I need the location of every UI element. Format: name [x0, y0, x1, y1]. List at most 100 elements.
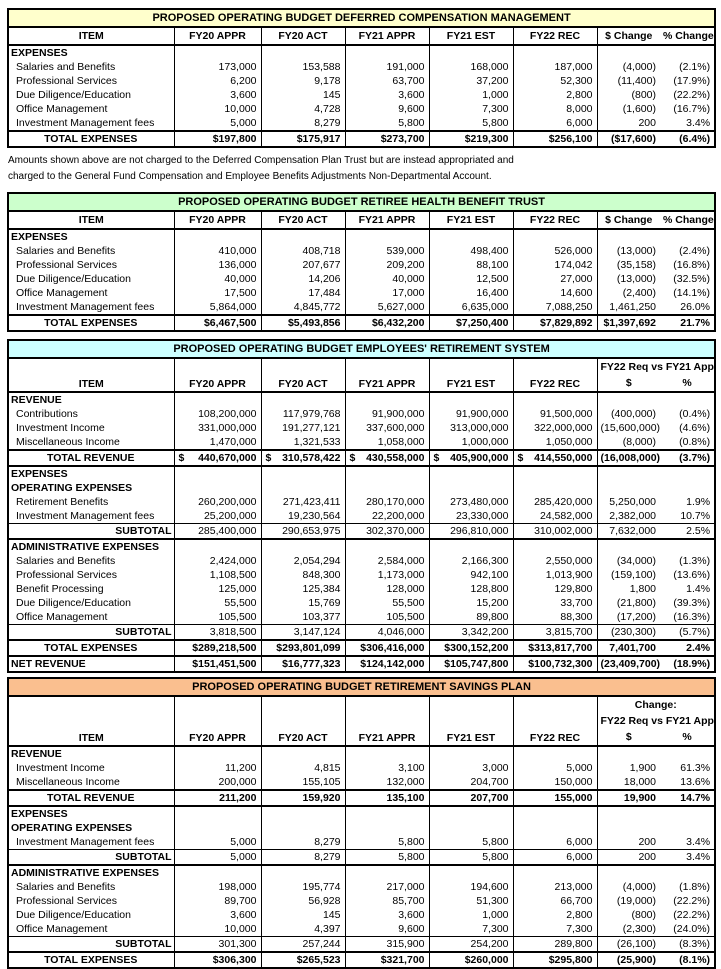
cell: 27,000 — [512, 272, 597, 286]
cell: (2.1%) — [679, 60, 711, 73]
cell: 3.4% — [686, 835, 711, 848]
deferred-compensation-management-table: PROPOSED OPERATING BUDGET DEFERRED COMPE… — [6, 8, 717, 148]
row-label: EXPENSES — [11, 467, 68, 480]
column-header: FY22 REC — [512, 696, 597, 747]
cell: (16.8%) — [673, 258, 711, 271]
cell: 85,700 — [344, 894, 429, 908]
cell: (32.5%) — [673, 272, 711, 285]
table-row: Salaries and Benefits 198,000 195,774 217,0… — [8, 880, 715, 894]
cell — [344, 481, 429, 495]
cell: 301,300 — [173, 936, 261, 952]
cell: $295,800 — [512, 951, 597, 969]
cell — [512, 865, 597, 880]
cell: 200 — [596, 849, 660, 866]
employees-retirement-system-table: PROPOSED OPERATING BUDGET EMPLOYEES' RET… — [6, 339, 717, 673]
cell: 55,500 — [344, 596, 429, 610]
row-label: Miscellaneous Income — [16, 435, 120, 448]
cell: 285,400,000 — [173, 523, 261, 540]
cell: 21.7% — [660, 314, 716, 332]
cell: (800) — [596, 88, 660, 102]
row-label: Investment Income — [16, 761, 105, 774]
cell — [260, 806, 345, 821]
column-header: ITEM — [8, 27, 174, 46]
cell — [344, 392, 429, 407]
cell: 3.4% — [660, 849, 716, 866]
cell: 132,000 — [344, 775, 429, 790]
cell: 5,800 — [428, 835, 513, 850]
cell — [344, 821, 429, 835]
cell: $219,300 — [428, 130, 513, 148]
cell — [428, 466, 513, 481]
row-label: REVENUE — [11, 747, 62, 760]
cell: 3,600 — [344, 908, 429, 922]
row-label: Professional Services — [16, 894, 117, 907]
cell: 17,000 — [344, 286, 429, 300]
cell — [344, 746, 429, 761]
cell: $430,558,000 — [344, 449, 429, 467]
column-header: ITEM — [8, 696, 174, 747]
table-title: PROPOSED OPERATING BUDGET RETIREMENT SAV… — [6, 677, 717, 697]
cell — [428, 806, 513, 821]
cell: $310,578,422 — [260, 449, 345, 467]
table-row: TOTAL EXPENSES $289,218,500 $293,801,099 $3… — [8, 639, 716, 657]
cell: 2,800 — [512, 88, 597, 102]
cell: 3,600 — [173, 908, 261, 922]
cell — [344, 229, 429, 244]
cell: 194,600 — [428, 880, 513, 894]
cell — [173, 806, 261, 821]
row-label: Salaries and Benefits — [16, 60, 116, 73]
cell: (6.4%) — [660, 130, 716, 148]
row-label: Salaries and Benefits — [16, 554, 116, 567]
table-row: Office Management 10,000 4,397 9,600 7,300 7,… — [8, 922, 715, 937]
cell: 1,470,000 — [173, 435, 261, 450]
cell: 89,700 — [173, 894, 261, 908]
cell: (800) — [596, 908, 660, 922]
cell: 209,200 — [344, 258, 429, 272]
change-header: FY22 Req vs FY21 Appr — [596, 358, 716, 375]
cell: 5,000 — [512, 761, 597, 775]
cell: 204,700 — [428, 775, 513, 790]
cell: 848,300 — [260, 568, 345, 582]
cell: 5,000 — [173, 849, 261, 866]
cell: 2.4% — [660, 639, 716, 657]
row-label: EXPENSES — [11, 230, 68, 243]
table-row: Investment Management fees 5,000 8,279 5,80… — [8, 116, 715, 131]
cell: 3,600 — [344, 88, 429, 102]
cell: 322,000,000 — [512, 421, 597, 435]
cell: 128,800 — [428, 582, 513, 596]
cell: $105,747,800 — [428, 656, 513, 673]
cell: $293,801,099 — [260, 639, 345, 657]
cell: (4.6%) — [679, 421, 711, 434]
table-row: Office Management 105,500 103,377 105,500 89… — [8, 610, 715, 625]
cell: 17,500 — [173, 286, 261, 300]
table-row: Due Diligence/Education 40,000 14,206 40,00… — [8, 272, 715, 286]
cell: $306,300 — [173, 951, 261, 969]
cell: $440,670,000 — [173, 449, 261, 467]
cell: 37,200 — [428, 74, 513, 88]
cell — [596, 746, 660, 761]
cell: (23,409,700) — [596, 656, 660, 673]
column-header: FY20 ACT — [260, 358, 345, 393]
cell: 290,653,975 — [260, 523, 345, 540]
cell: (11,400) — [596, 74, 660, 88]
cell — [660, 392, 715, 407]
cell — [173, 466, 261, 481]
cell: 1,108,500 — [173, 568, 261, 582]
cell: 195,774 — [260, 880, 345, 894]
dollar-sign: $ — [349, 451, 356, 464]
percent-column-header: % — [660, 375, 716, 393]
column-header: FY20 ACT — [260, 696, 345, 747]
cell: 15,200 — [428, 596, 513, 610]
dollar-column-header: $ — [596, 375, 660, 393]
table-title: PROPOSED OPERATING BUDGET RETIREE HEALTH… — [6, 192, 717, 212]
cell: $100,732,300 — [512, 656, 597, 673]
row-label: Investment Management fees — [16, 116, 155, 129]
cell — [512, 466, 597, 481]
column-header: FY22 REC — [512, 27, 597, 46]
cell: (0.8%) — [679, 435, 711, 448]
table-row: Due Diligence/Education 3,600 145 3,600 1,00… — [8, 908, 715, 922]
cell: (14.1%) — [673, 286, 711, 299]
cell: 173,000 — [173, 60, 261, 74]
cell: 313,000,000 — [428, 421, 513, 435]
cell — [428, 481, 513, 495]
